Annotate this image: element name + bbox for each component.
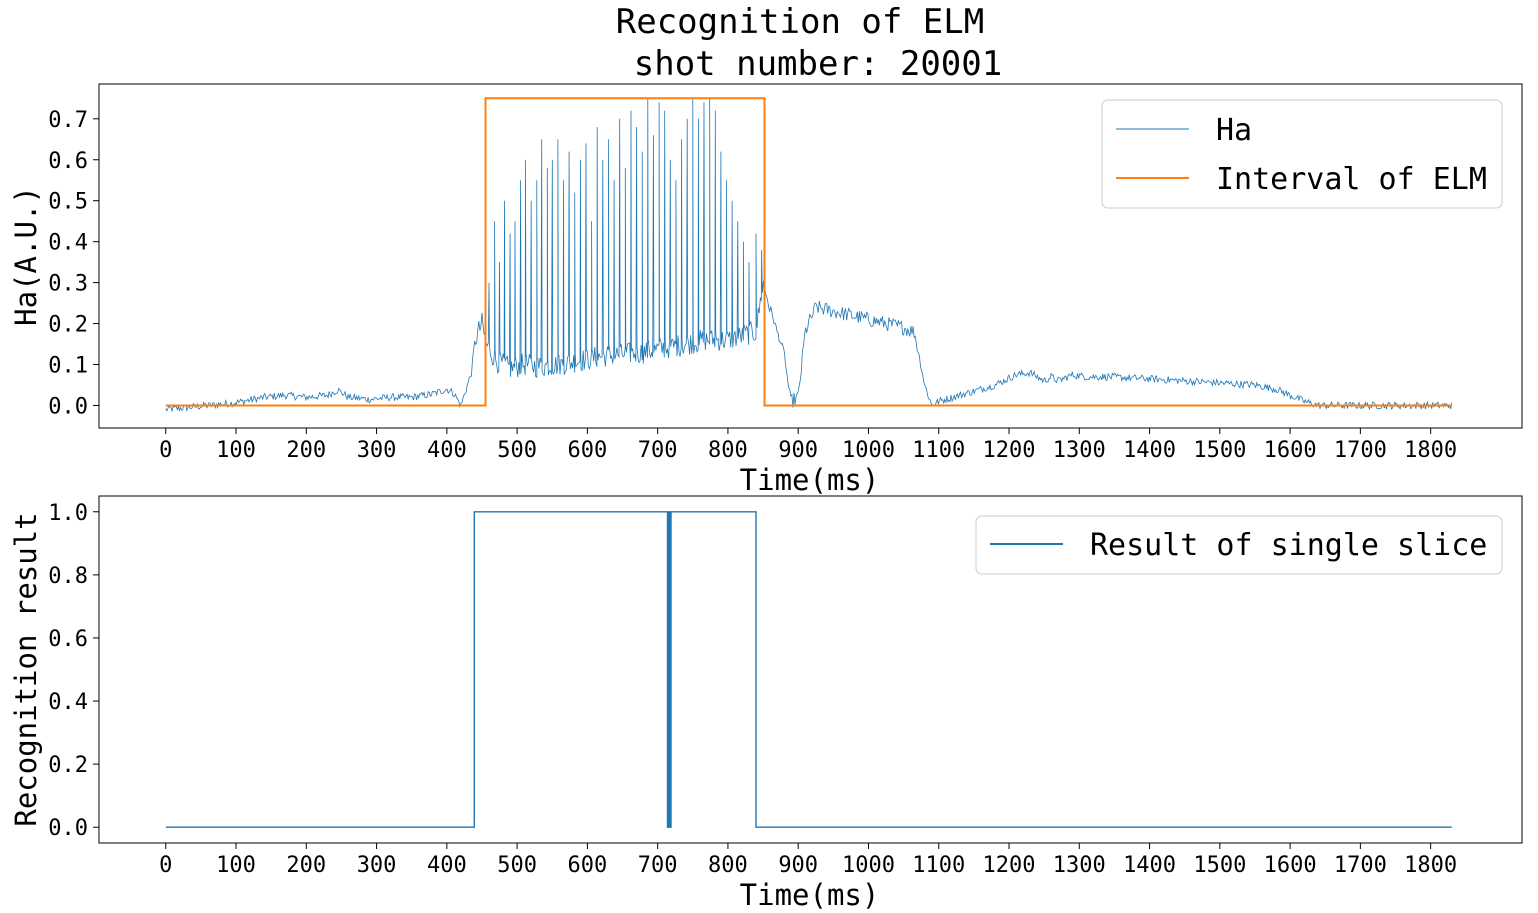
y-tick-label: 0.0: [48, 816, 88, 841]
y-tick-label: 0.6: [48, 627, 88, 652]
x-tick-label: 700: [638, 438, 678, 463]
legend-label: Ha: [1216, 113, 1252, 148]
x-tick-label: 700: [638, 853, 678, 878]
x-tick-label: 1000: [842, 853, 895, 878]
y-tick-label: 0.2: [48, 753, 88, 778]
x-tick-label: 300: [357, 438, 397, 463]
legend-label: Interval of ELM: [1216, 162, 1487, 197]
recognition-result-panel: 0 100 200 300 400 500 600 700 800 900 1000 1100 1200…: [9, 495, 1523, 912]
x-tick-label: 1600: [1264, 853, 1317, 878]
legend-box: [975, 515, 1503, 575]
x-tick-label: 0: [159, 438, 172, 463]
y-tick-label: 0.7: [48, 108, 88, 133]
x-tick-label: 200: [286, 853, 326, 878]
axes-frame: [98, 495, 1523, 844]
x-tick-label: 400: [427, 853, 467, 878]
x-tick-label: 400: [427, 438, 467, 463]
x-axis-label: Time(ms): [740, 463, 880, 497]
x-tick-label: 1400: [1123, 853, 1176, 878]
x-tick-label: 500: [497, 853, 537, 878]
y-tick-label: 0.2: [48, 313, 88, 338]
x-tick-label: 0: [159, 853, 172, 878]
y-axis-label: Recognition result: [9, 512, 43, 826]
x-tick-label: 600: [568, 853, 608, 878]
x-tick-label: 1600: [1264, 438, 1317, 463]
x-tick-label: 1800: [1404, 853, 1457, 878]
x-tick-label: 1500: [1193, 438, 1246, 463]
x-tick-label: 1700: [1334, 853, 1387, 878]
x-tick-label: 100: [216, 853, 256, 878]
legend-box: [1101, 99, 1503, 209]
y-tick-label: 0.0: [48, 394, 88, 419]
series-line-result-of-single-slice: [165, 511, 1452, 828]
y-tick-label: 0.5: [48, 190, 88, 215]
x-tick-label: 200: [286, 438, 326, 463]
legend-label: Result of single slice: [1090, 528, 1487, 563]
y-tick-label: 0.4: [48, 690, 88, 715]
x-axis-label: Time(ms): [740, 878, 880, 912]
y-tick-label: 0.3: [48, 272, 88, 297]
x-tick-label: 1000: [842, 438, 895, 463]
y-tick-label: 0.4: [48, 231, 88, 256]
y-tick-label: 0.1: [48, 354, 88, 379]
figure-title-line2: shot number: 20001: [634, 44, 1002, 84]
x-tick-label: 1200: [983, 438, 1036, 463]
x-tick-label: 300: [357, 853, 397, 878]
x-tick-label: 1500: [1193, 853, 1246, 878]
axes-frame: [98, 83, 1523, 429]
x-tick-label: 100: [216, 438, 256, 463]
x-tick-label: 1300: [1053, 438, 1106, 463]
series-line-interval-of-elm: [165, 97, 1452, 407]
x-tick-label: 500: [497, 438, 537, 463]
x-tick-label: 600: [568, 438, 608, 463]
x-tick-label: 1400: [1123, 438, 1176, 463]
x-tick-label: 1200: [983, 853, 1036, 878]
x-tick-label: 1700: [1334, 438, 1387, 463]
y-tick-label: 0.8: [48, 564, 88, 589]
y-tick-label: 0.6: [48, 149, 88, 174]
x-tick-label: 800: [708, 853, 748, 878]
x-tick-label: 1300: [1053, 853, 1106, 878]
x-tick-label: 1100: [912, 438, 965, 463]
x-tick-label: 1100: [912, 853, 965, 878]
x-tick-label: 900: [778, 853, 818, 878]
y-axis-label: Ha(A.U.): [9, 186, 43, 326]
figure-title-line1: Recognition of ELM: [616, 2, 984, 42]
x-tick-label: 900: [778, 438, 818, 463]
x-tick-label: 1800: [1404, 438, 1457, 463]
ha-signal-panel: 0 100 200 300 400 500 600 700 800 900 1000 1100 1200…: [9, 83, 1523, 497]
y-tick-label: 1.0: [48, 501, 88, 526]
x-tick-label: 800: [708, 438, 748, 463]
series-line-ha: [165, 98, 1453, 412]
